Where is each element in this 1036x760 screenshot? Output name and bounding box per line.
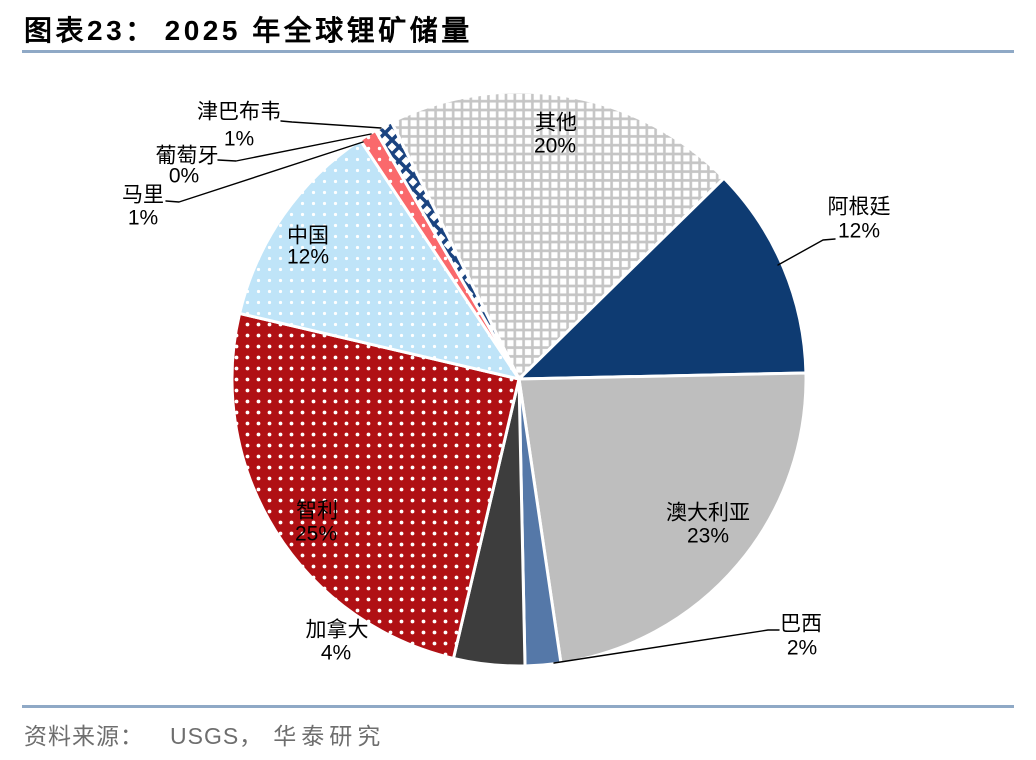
slice-australia <box>517 371 808 665</box>
label-mali-pct: 1% <box>128 207 158 230</box>
leader-argentina <box>777 238 836 266</box>
label-portugal-name: 葡萄牙 <box>156 145 219 168</box>
label-australia-pct: 23% <box>687 525 729 548</box>
label-canada-pct: 4% <box>321 642 351 665</box>
label-zimbabwe-name: 津巴布韦 <box>197 101 281 124</box>
label-chile-name: 智利 <box>296 500 338 523</box>
label-brazil-pct: 2% <box>787 637 817 660</box>
leader-zimbabwe <box>280 120 382 129</box>
label-australia-name: 澳大利亚 <box>666 502 750 525</box>
slice-chile <box>230 311 521 660</box>
figure-header: 图表23： 2025 年全球锂矿储量 <box>24 9 473 49</box>
label-others-pct: 20% <box>534 135 576 158</box>
figure-number-label: 图表23： <box>24 15 157 46</box>
leader-brazil <box>553 629 780 664</box>
label-china-name: 中国 <box>287 225 329 248</box>
label-china-pct: 12% <box>287 246 329 269</box>
label-portugal-pct: 0% <box>169 165 199 188</box>
slice-zimbabwe <box>374 120 521 381</box>
label-canada-name: 加拿大 <box>306 618 369 642</box>
label-chile-pct: 25% <box>295 523 337 546</box>
leader-portugal <box>217 133 372 162</box>
source-name: USGS， <box>170 723 264 749</box>
slice-argentina <box>517 176 808 381</box>
label-mali-name: 马里 <box>122 184 164 207</box>
figure-title: 2025 年全球锂矿储量 <box>164 15 473 46</box>
bottom-divider-line <box>22 705 1014 708</box>
leader-mali <box>165 141 364 203</box>
source-publisher: 华泰研究 <box>273 723 386 749</box>
label-argentina-name: 阿根廷 <box>828 196 891 219</box>
source-label: 资料来源： <box>24 723 144 749</box>
label-brazil-name: 巴西 <box>780 613 822 636</box>
slice-china <box>238 138 521 381</box>
slice-others <box>389 90 726 381</box>
top-divider-line <box>22 50 1014 53</box>
label-others-name: 其他 <box>535 112 577 135</box>
figure-source-note: 资料来源： USGS， 华泰研究 <box>24 717 385 751</box>
label-zimbabwe-pct: 1% <box>224 128 254 151</box>
label-argentina-pct: 12% <box>838 220 880 243</box>
